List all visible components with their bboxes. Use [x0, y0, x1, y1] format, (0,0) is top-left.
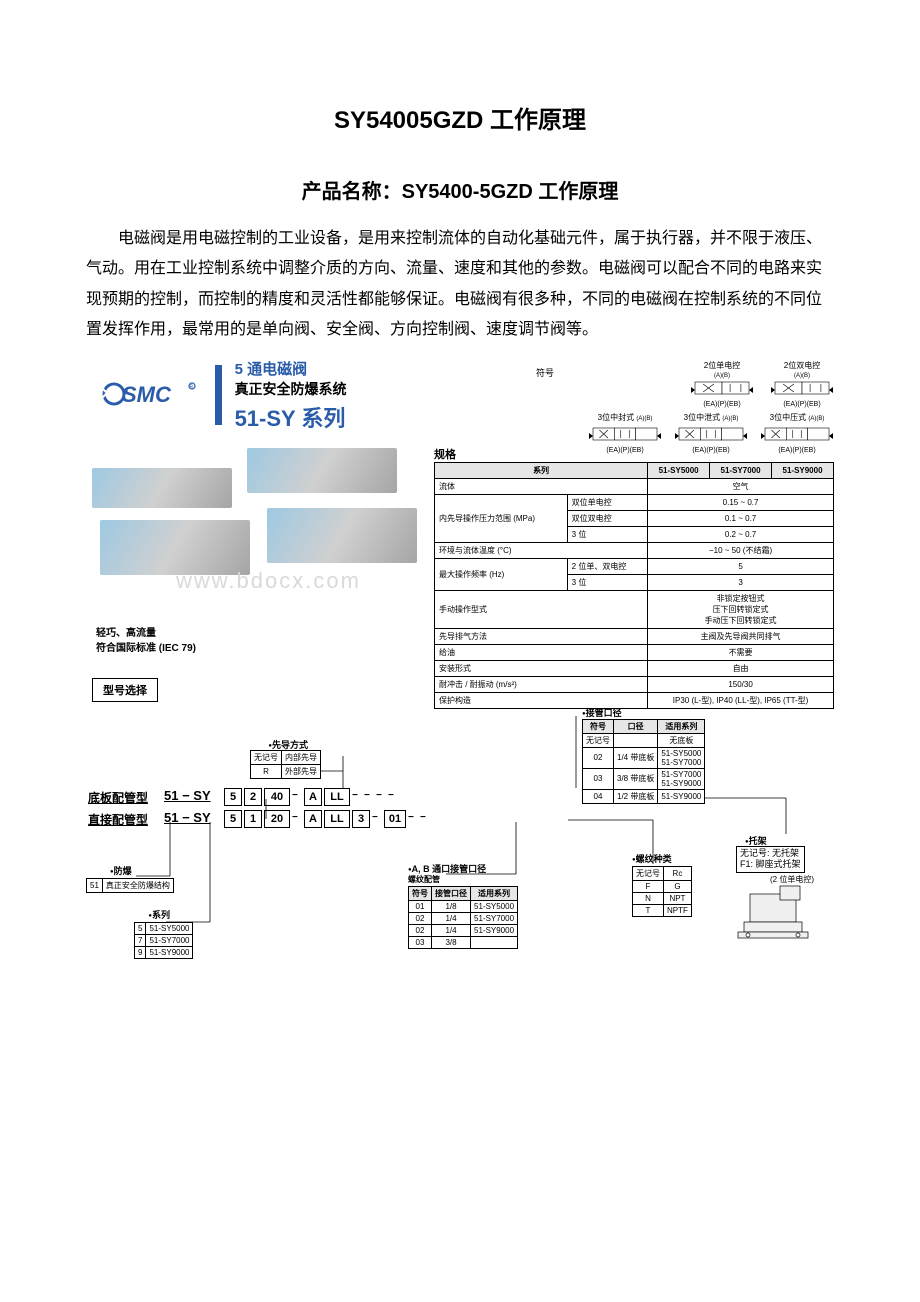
callout-port-title: 接管口径	[582, 706, 622, 719]
symbol-label: 符号	[536, 366, 554, 379]
brand-line2: 真正安全防爆系统	[235, 379, 347, 399]
symbol-item: 3位中泄式 (A)(B) (EA)(P)(EB)	[672, 412, 750, 454]
model-select-label: 型号选择	[92, 678, 158, 702]
feature-line1: 轻巧、高流量	[96, 626, 196, 641]
watermark-text: www.bdocx.com	[176, 568, 361, 594]
connector-lines	[86, 706, 834, 1006]
table-pilot: 无记号内部先导R外部先导	[250, 750, 321, 779]
symbol-item: 3位中封式 (A)(B) (EA)(P)(EB)	[586, 412, 664, 454]
feature-text: 轻巧、高流量 符合国际标准 (IEC 79)	[96, 626, 196, 656]
smc-logo: SMC R	[96, 376, 206, 415]
table-port: 符号口径适用系列无记号无底板021/4 带底板51-SY5000 51-SY70…	[582, 719, 705, 804]
brand-text: 5 通电磁阀 真正安全防爆系统 51-SY 系列	[235, 358, 347, 433]
feature-line2: 符合国际标准 (IEC 79)	[96, 641, 196, 656]
bracket-opt-1: F1: 脚座式托架	[740, 859, 801, 871]
symbol-item: 2位单电控(A)(B) (EA)(P)(EB)	[688, 360, 756, 408]
symbol-item: 3位中压式 (A)(B) (EA)(P)(EB)	[758, 412, 836, 454]
bracket-opt-0: 无记号: 无托架	[740, 848, 801, 860]
bracket-illustration	[730, 884, 820, 964]
table-thread: 无记号RcFGNNPTTNPTF	[632, 866, 692, 917]
spec-table: 系列51-SY500051-SY700051-SY9000流体空气内先导操作压力…	[434, 462, 834, 709]
spec-heading: 规格	[434, 446, 456, 462]
ordering-diagram: 底板配管型 直接配管型 51 − SY5240−ALL−−−− 51 − SY5…	[86, 706, 834, 1006]
symbol-item: 2位双电控(A)(B) (EA)(P)(EB)	[768, 360, 836, 408]
brand-block: SMC R 5 通电磁阀 真正安全防爆系统 51-SY 系列	[96, 358, 347, 433]
table-abport: 符号接管口径适用系列011/851-SY5000021/451-SY700002…	[408, 886, 518, 949]
datasheet-panel: SMC R 5 通电磁阀 真正安全防爆系统 51-SY 系列 符号 2位单电控(…	[86, 358, 834, 998]
brand-line1: 5 通电磁阀	[235, 358, 347, 379]
svg-text:R: R	[190, 384, 194, 390]
callout-explosion-title: 防爆	[110, 864, 132, 877]
callout-series-title: 系列	[144, 908, 170, 921]
logo-text: SMC	[122, 382, 172, 407]
intro-paragraph: 电磁阀是用电磁控制的工业设备，是用来控制流体的自动化基础元件，属于执行器，并不限…	[86, 224, 834, 346]
table-series: 551-SY5000751-SY7000951-SY9000	[134, 922, 193, 959]
page-subtitle: 产品名称：SY5400-5GZD 工作原理	[86, 175, 834, 204]
model-select-block: 型号选择	[92, 678, 158, 702]
callout-thread-title: 螺纹种类	[632, 852, 672, 865]
bracket-options: 无记号: 无托架 F1: 脚座式托架	[736, 846, 805, 873]
symbol-diagrams: 符号 2位单电控(A)(B) (EA)(P)(EB)2位双电控(A)(B) (E…	[536, 360, 836, 454]
brand-divider	[215, 365, 222, 425]
brand-series: 51-SY 系列	[235, 401, 347, 433]
table-explosion: 51真正安全防爆结构	[86, 878, 174, 893]
page-title: SY54005GZD 工作原理	[86, 100, 834, 135]
abport-subtitle: 螺纹配管	[408, 874, 440, 885]
